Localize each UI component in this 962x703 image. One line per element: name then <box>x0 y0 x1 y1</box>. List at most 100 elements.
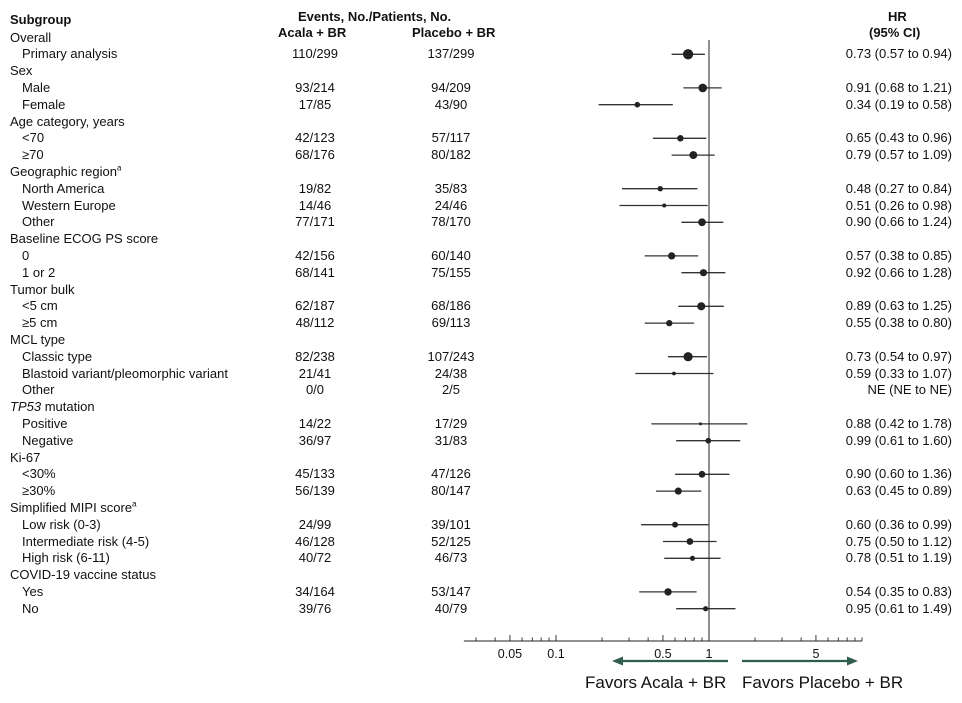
hr-point <box>666 319 673 327</box>
acala-events: 82/238 <box>295 348 335 364</box>
subgroup-label: High risk (6-11) <box>22 550 110 566</box>
group-label: Age category, years <box>10 114 125 130</box>
footnote-marker: a <box>132 499 137 509</box>
subgroup-label: Classic type <box>22 348 93 364</box>
acala-events: 62/187 <box>295 298 335 314</box>
hr-ci-value: 0.78 (0.51 to 1.19) <box>845 550 952 566</box>
group-label-text: Overall <box>10 29 52 45</box>
hr-ci-value: 0.60 (0.36 to 0.99) <box>845 516 952 532</box>
group-label-suffix: mutation <box>41 399 95 415</box>
arrowhead-left <box>612 656 623 666</box>
acala-events: 42/156 <box>295 247 335 263</box>
acala-events: 110/299 <box>291 46 339 62</box>
hr-ci-value: 0.99 (0.61 to 1.60) <box>845 432 952 448</box>
hr-point <box>698 83 708 93</box>
favors-placebo-label: Favors Placebo + BR <box>742 673 904 692</box>
events-header: Events, No./Patients, No. <box>298 9 452 24</box>
group-label-text: TP53 <box>10 399 42 415</box>
group-label-text: Age category, years <box>10 113 125 129</box>
hr-point <box>698 470 706 478</box>
group-label: COVID-19 vaccine status <box>10 567 156 583</box>
hr-ci-value: 0.65 (0.43 to 0.96) <box>845 130 952 146</box>
x-tick-label: 0.1 <box>547 647 564 661</box>
subgroup-label: Western Europe <box>22 197 116 213</box>
group-label: Overall <box>10 30 51 46</box>
acala-events: 45/133 <box>295 466 335 482</box>
hr-ci-value: 0.92 (0.66 to 1.28) <box>845 264 952 280</box>
group-label-text: MCL type <box>10 331 66 347</box>
subgroup-label: <30% <box>22 466 56 482</box>
hr-ci-value: 0.73 (0.54 to 0.97) <box>845 348 952 364</box>
acala-events: 14/46 <box>298 197 332 213</box>
group-label: Geographic regiona <box>10 164 121 180</box>
acala-events: 36/97 <box>298 432 332 448</box>
hr-ci-value: 0.88 (0.42 to 1.78) <box>845 415 952 431</box>
placebo-events: 60/140 <box>431 247 471 263</box>
hr-ci-value: 0.90 (0.60 to 1.36) <box>845 466 952 482</box>
placebo-events: 80/147 <box>431 483 471 499</box>
hr-ci-value: 0.79 (0.57 to 1.09) <box>845 147 952 163</box>
acala-column-header: Acala + BR <box>278 25 347 40</box>
placebo-column-header: Placebo + BR <box>412 25 496 40</box>
hr-point <box>698 218 706 227</box>
hr-point <box>699 269 708 277</box>
placebo-events: 31/83 <box>434 432 468 448</box>
acala-events: 19/82 <box>298 180 332 196</box>
hr-header: HR <box>888 9 907 24</box>
subgroup-label: Negative <box>22 432 74 448</box>
hr-point <box>634 101 641 108</box>
placebo-events: 35/83 <box>434 180 468 196</box>
hr-point <box>699 422 703 426</box>
x-tick-label: 5 <box>812 647 819 661</box>
hr-point <box>668 252 676 260</box>
hr-ci-value: 0.91 (0.68 to 1.21) <box>845 79 952 95</box>
hr-point <box>682 49 694 60</box>
placebo-events: 24/46 <box>434 197 468 213</box>
x-tick-label: 1 <box>706 647 713 661</box>
subgroup-label: ≥5 cm <box>22 315 58 331</box>
subgroup-label: ≥70 <box>22 147 44 163</box>
placebo-events: 2/5 <box>441 382 461 398</box>
subgroup-label: <5 cm <box>22 298 58 314</box>
group-label: Sex <box>10 63 32 79</box>
hr-point <box>672 371 676 376</box>
hr-point <box>657 186 663 192</box>
hr-point <box>683 352 693 362</box>
placebo-events: 69/113 <box>431 315 471 331</box>
ci-header: (95% CI) <box>869 25 921 40</box>
subgroup-label: Intermediate risk (4-5) <box>22 533 150 549</box>
hr-ci-value: 0.95 (0.61 to 1.49) <box>845 600 952 616</box>
subgroup-label: Low risk (0-3) <box>22 516 101 532</box>
hr-ci-value: 0.63 (0.45 to 0.89) <box>845 483 952 499</box>
placebo-events: 80/182 <box>431 147 471 163</box>
hr-point <box>677 135 684 142</box>
subgroup-label: Female <box>22 96 66 112</box>
group-label: Tumor bulk <box>10 282 75 298</box>
subgroup-header: Subgroup <box>10 12 72 27</box>
group-label: MCL type <box>10 332 65 348</box>
subgroup-label: No <box>22 600 39 616</box>
hr-point <box>689 151 698 160</box>
hr-ci-value: 0.54 (0.35 to 0.83) <box>845 583 952 599</box>
placebo-events: 78/170 <box>431 214 471 230</box>
acala-events: 40/72 <box>298 550 332 566</box>
hr-point <box>664 588 672 596</box>
placebo-events: 137/299 <box>427 46 475 62</box>
hr-point <box>674 487 682 495</box>
acala-events: 17/85 <box>298 96 332 112</box>
favors-acala-label: Favors Acala + BR <box>585 673 727 692</box>
placebo-events: 57/117 <box>431 130 471 146</box>
hr-point <box>689 555 696 561</box>
footnote-marker: a <box>116 163 122 173</box>
placebo-events: 39/101 <box>431 516 471 532</box>
hr-ci-value: 0.89 (0.63 to 1.25) <box>845 298 952 314</box>
placebo-events: 40/79 <box>434 600 468 616</box>
hr-ci-value: 0.73 (0.57 to 0.94) <box>845 46 952 62</box>
subgroup-label: Blastoid variant/pleomorphic variant <box>22 365 228 381</box>
hr-ci-value: 0.55 (0.38 to 0.80) <box>845 315 952 331</box>
hr-ci-value: 0.34 (0.19 to 0.58) <box>845 96 952 112</box>
acala-events: 24/99 <box>298 516 332 532</box>
hr-point <box>672 521 679 528</box>
hr-ci-value: 0.90 (0.66 to 1.24) <box>845 214 952 230</box>
acala-events: 39/76 <box>298 600 332 616</box>
